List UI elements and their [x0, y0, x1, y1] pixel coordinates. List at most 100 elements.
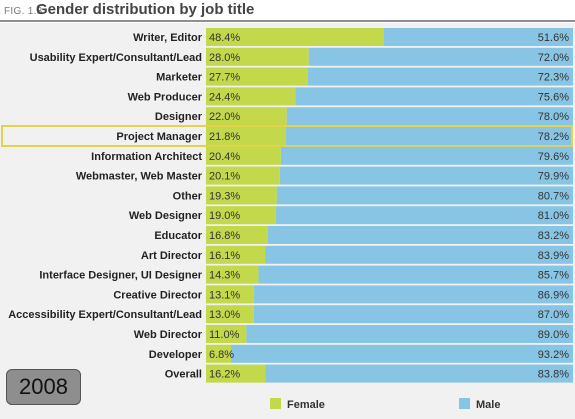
male-value-label: 93.2% [538, 349, 569, 361]
category-label: Designer [155, 111, 203, 123]
female-value-label: 16.1% [209, 250, 240, 262]
male-value-label: 72.3% [538, 72, 569, 84]
male-value-label: 83.2% [538, 230, 569, 242]
category-label: Web Producer [128, 91, 203, 103]
male-bar [265, 364, 573, 383]
male-bar [253, 305, 573, 324]
female-bar [206, 146, 281, 165]
male-value-label: 72.0% [538, 52, 569, 64]
category-label: Educator [154, 230, 202, 242]
female-bar [206, 28, 384, 46]
female-bar [206, 364, 266, 383]
male-bar [230, 344, 573, 363]
female-value-label: 20.4% [209, 151, 240, 163]
male-bar [286, 107, 573, 126]
female-value-label: 22.0% [209, 111, 240, 123]
male-bar [276, 186, 573, 205]
male-bar [246, 325, 573, 343]
female-value-label: 27.7% [209, 72, 240, 84]
female-bar [206, 226, 268, 244]
male-value-label: 79.9% [538, 171, 569, 183]
male-value-label: 80.7% [538, 190, 569, 202]
female-value-label: 19.3% [209, 190, 240, 202]
female-value-label: 16.2% [209, 369, 240, 381]
category-label: Art Director [141, 250, 203, 262]
female-bar [206, 206, 276, 225]
male-bar [275, 206, 573, 225]
category-label: Web Designer [129, 210, 203, 222]
figure-label: FIG. 1.3 [4, 6, 43, 17]
female-value-label: 16.8% [209, 230, 240, 242]
male-bar [265, 245, 573, 264]
category-label: Usability Expert/Consultant/Lead [30, 52, 202, 64]
legend-female-swatch [270, 398, 281, 409]
male-bar [280, 146, 573, 165]
male-value-label: 89.0% [538, 329, 569, 341]
category-label: Interface Designer, UI Designer [39, 270, 202, 282]
female-bar [206, 325, 247, 343]
female-bar [206, 265, 259, 284]
male-bar [258, 265, 573, 284]
category-label: Developer [149, 349, 203, 361]
legend-female-label: Female [287, 399, 325, 411]
category-label: Information Architect [91, 151, 202, 163]
female-value-label: 20.1% [209, 171, 240, 183]
female-bar [206, 127, 287, 145]
female-value-label: 21.8% [209, 131, 240, 143]
male-bar [279, 166, 573, 185]
category-label: Project Manager [116, 131, 202, 143]
category-label: Creative Director [113, 289, 202, 301]
male-value-label: 81.0% [538, 210, 569, 222]
female-bar [206, 107, 287, 126]
female-bar [206, 344, 231, 363]
female-value-label: 19.0% [209, 210, 240, 222]
male-value-label: 75.6% [538, 91, 569, 103]
male-bar [295, 87, 573, 106]
male-bar [383, 28, 573, 46]
legend-male-swatch [459, 398, 470, 409]
male-bar [307, 67, 573, 86]
male-bar [267, 226, 573, 244]
male-value-label: 85.7% [538, 270, 569, 282]
female-value-label: 13.1% [209, 289, 240, 301]
chart-title: Gender distribution by job title [36, 1, 255, 18]
highlight-box [1, 125, 573, 147]
male-value-label: 83.9% [538, 250, 569, 262]
female-bar [206, 87, 296, 106]
female-bar [206, 245, 266, 264]
male-bar [308, 47, 573, 66]
male-value-label: 87.0% [538, 309, 569, 321]
female-bar [206, 67, 308, 86]
category-label: Marketer [156, 72, 203, 84]
male-value-label: 78.0% [538, 111, 569, 123]
category-label: Other [173, 190, 203, 202]
category-label: Web Director [134, 329, 203, 341]
male-value-label: 78.2% [538, 131, 569, 143]
female-value-label: 48.4% [209, 32, 240, 44]
category-label: Overall [165, 369, 202, 381]
female-value-label: 24.4% [209, 91, 240, 103]
female-bar [206, 186, 277, 205]
male-bar [286, 127, 573, 145]
female-value-label: 6.8% [209, 349, 234, 361]
figure-header: FIG. 1.3 Gender distribution by job titl… [0, 0, 575, 22]
male-bar [254, 285, 573, 304]
female-bar [206, 47, 309, 66]
female-bar [206, 285, 255, 304]
legend-male-label: Male [476, 399, 500, 411]
male-value-label: 51.6% [538, 32, 569, 44]
female-value-label: 14.3% [209, 270, 240, 282]
category-label: Writer, Editor [133, 32, 203, 44]
female-value-label: 13.0% [209, 309, 240, 321]
female-value-label: 28.0% [209, 52, 240, 64]
male-value-label: 79.6% [538, 151, 569, 163]
female-bar [206, 305, 254, 324]
category-label: Accessibility Expert/Consultant/Lead [8, 309, 202, 321]
female-value-label: 11.0% [209, 329, 240, 341]
female-bar [206, 166, 280, 185]
male-value-label: 83.8% [538, 369, 569, 381]
male-value-label: 86.9% [538, 289, 569, 301]
category-label: Webmaster, Web Master [76, 171, 203, 183]
year-badge: 2008 [6, 369, 81, 405]
